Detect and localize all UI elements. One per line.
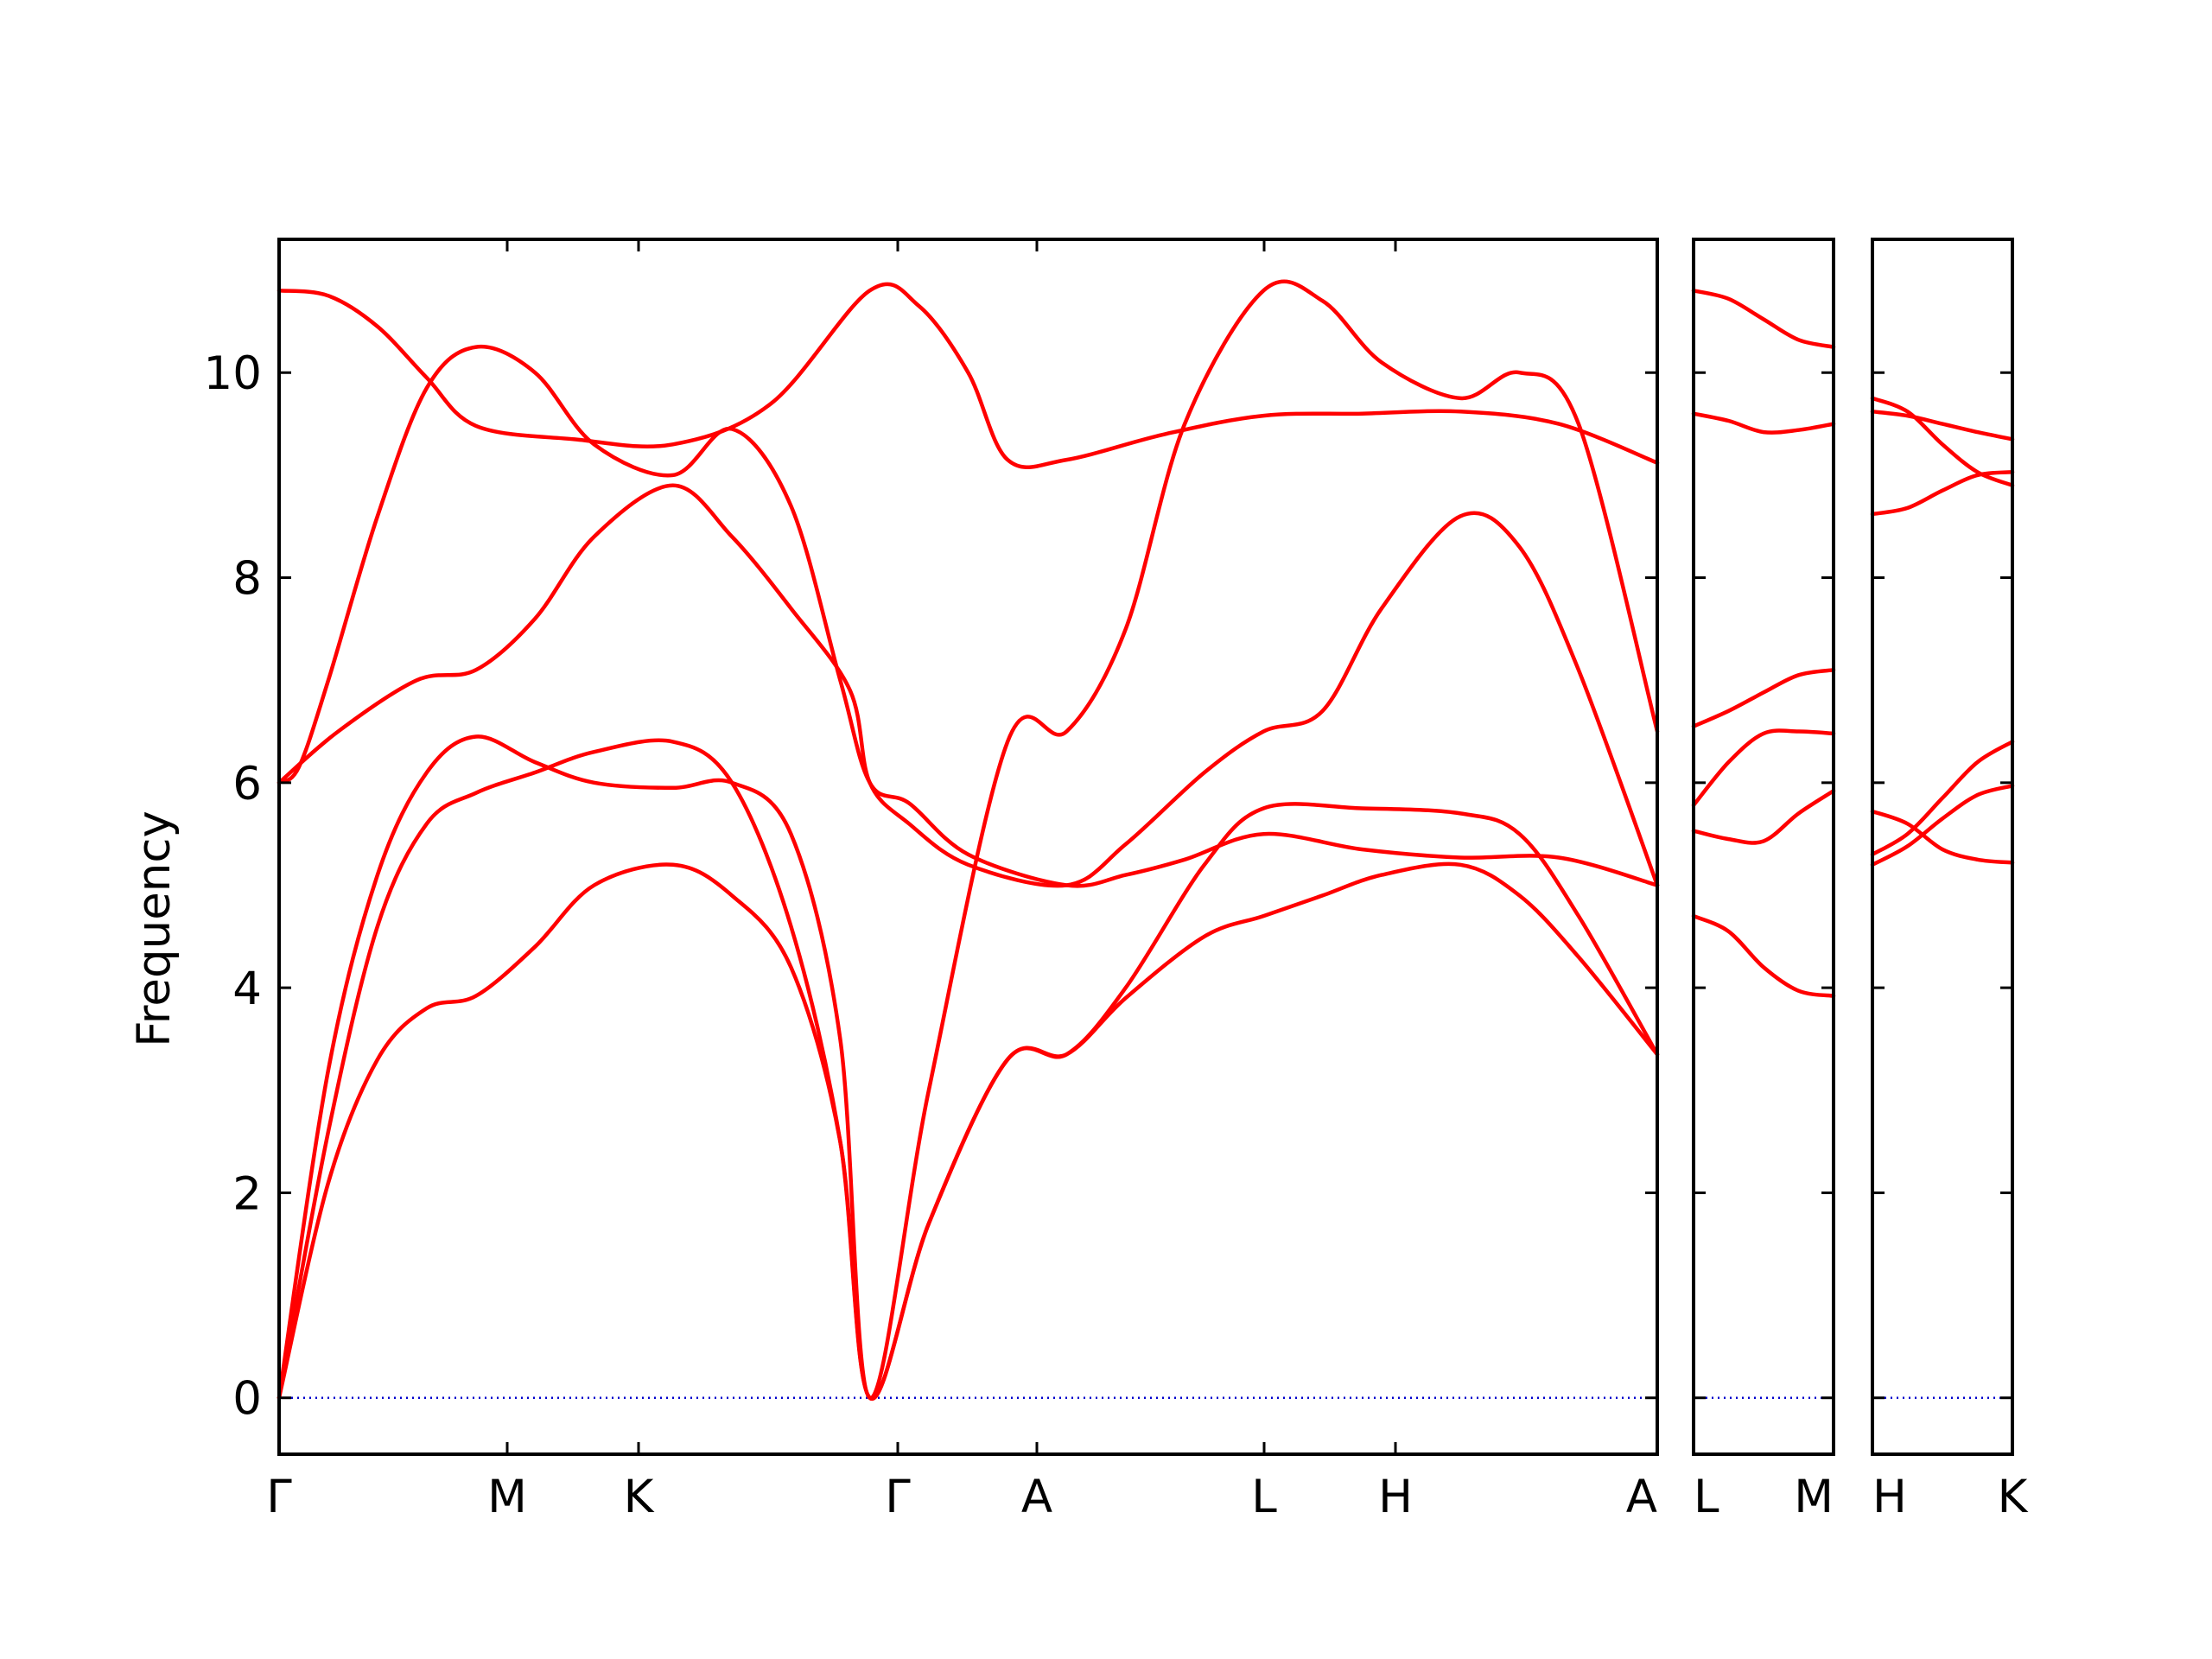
x-tick-label: H [1872, 1471, 1907, 1523]
phonon-band-2 [1691, 411, 1836, 435]
x-tick-label: M [1794, 1471, 1834, 1523]
phonon-band-5 [1691, 789, 1836, 845]
phonon-band-3 [1691, 668, 1836, 728]
x-tick-label: A [1021, 1471, 1052, 1523]
phonon-band-3 [276, 483, 1660, 888]
phonon-band-2 [1870, 396, 2015, 488]
x-tick-label: K [1998, 1471, 2029, 1523]
phonon-band-3 [1870, 470, 2015, 517]
phonon-band-5 [276, 738, 1660, 1402]
x-tick-label: M [487, 1471, 527, 1523]
phonon-band-6 [276, 861, 1660, 1402]
phonon-band-4 [1691, 728, 1836, 808]
panel-frame [1871, 238, 2014, 1456]
x-tick-label: A [1626, 1471, 1657, 1523]
panel-frame [277, 238, 1659, 1456]
phonon-band-1 [276, 282, 1660, 469]
phonon-band-1 [1691, 289, 1836, 349]
phonon-band-4 [1870, 740, 2015, 857]
x-tick-label: Γ [266, 1471, 292, 1523]
phonon-band-6 [1691, 913, 1836, 998]
phonon-band-4 [276, 279, 1660, 1400]
phonon-band-5 [1870, 784, 2015, 868]
phonon-band-1 [1870, 410, 2015, 442]
x-tick-label: H [1378, 1471, 1413, 1523]
x-tick-label: Γ [885, 1471, 911, 1523]
x-tick-label: L [1251, 1471, 1277, 1523]
x-tick-label: L [1694, 1471, 1719, 1523]
y-tick-label: 6 [232, 758, 262, 810]
y-tick-label: 0 [232, 1373, 262, 1426]
phonon-band-2 [276, 344, 1660, 888]
x-tick-label: K [624, 1471, 655, 1523]
y-tick-label: 8 [232, 553, 262, 606]
y-tick-label: 10 [204, 347, 262, 400]
y-tick-label: 4 [232, 963, 262, 1015]
phonon-band-6 [1870, 809, 2015, 865]
y-tick-label: 2 [232, 1167, 262, 1220]
panel-frame [1692, 238, 1835, 1456]
y-axis-label: Frequency [128, 810, 181, 1047]
